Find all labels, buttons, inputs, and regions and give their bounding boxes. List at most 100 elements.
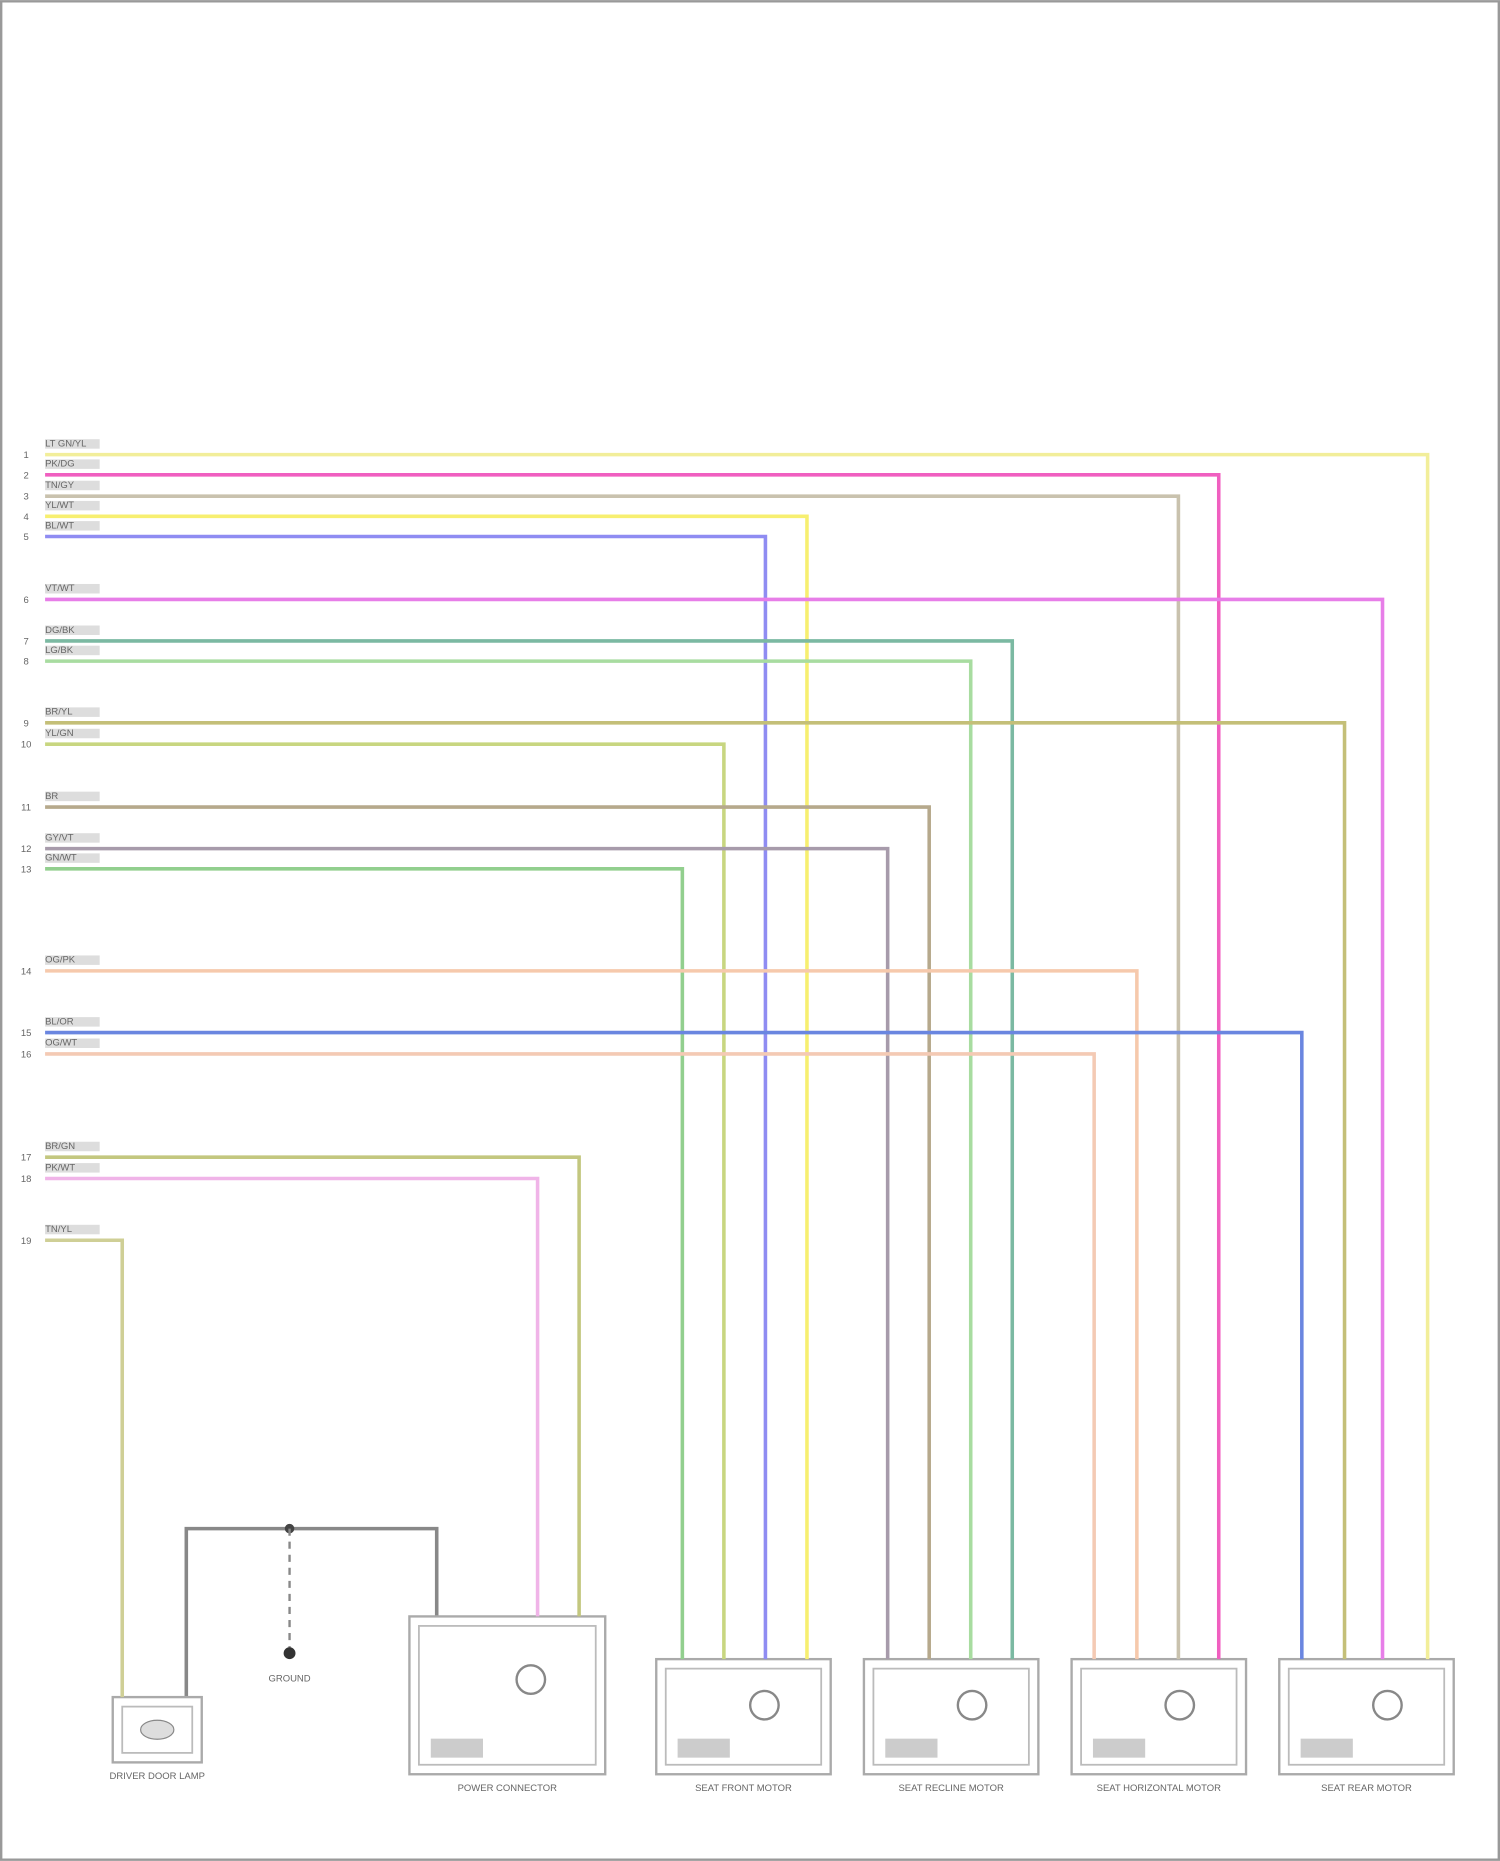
component-label: SEAT RECLINE MOTOR <box>898 1783 1004 1794</box>
pin-number: 3 <box>23 492 28 503</box>
component-box <box>1278 1657 1455 1776</box>
wire-label-bg <box>45 500 100 511</box>
wire-label: BL/WT <box>45 520 74 531</box>
pin-number: 15 <box>21 1028 32 1039</box>
pin-number: 6 <box>23 595 28 606</box>
wire-label: PK/DG <box>45 459 75 470</box>
wire-label-bg <box>45 459 100 469</box>
wire-label: GN/WT <box>45 853 77 864</box>
pin-number: 19 <box>21 1236 32 1247</box>
wire <box>45 867 685 1660</box>
connector-tag <box>885 1738 938 1758</box>
wire <box>45 473 1221 1660</box>
wire <box>45 1238 125 1698</box>
component-inner <box>1080 1667 1238 1766</box>
component-inner <box>418 1625 597 1766</box>
motor <box>515 1664 547 1695</box>
component-box <box>408 1615 607 1776</box>
wire-label: OG/PK <box>45 955 76 966</box>
wire-label-bg <box>45 1141 100 1152</box>
pin-number: 11 <box>21 803 31 814</box>
wire-label: BL/OR <box>45 1016 74 1027</box>
component-label: SEAT FRONT MOTOR <box>695 1783 792 1794</box>
wire <box>45 639 1015 1660</box>
wire-label: OG/WT <box>45 1038 77 1049</box>
wire-label: LT GN/YL <box>45 438 86 449</box>
wire-label-bg <box>45 707 100 717</box>
wire-label: PK/WT <box>45 1162 75 1173</box>
component-box <box>862 1657 1040 1776</box>
wire-label-bg <box>45 1017 100 1027</box>
wire-label: TN/YL <box>45 1224 72 1235</box>
wire <box>45 494 1181 1660</box>
wire-label-bg <box>45 1038 100 1048</box>
wire-label-bg <box>45 853 100 863</box>
pin-number: 13 <box>21 864 32 875</box>
wire-label: TN/GY <box>45 480 75 491</box>
wire-label-bg <box>45 439 100 449</box>
wire-label-bg <box>45 521 100 531</box>
component-inner <box>664 1667 823 1766</box>
wire-label-bg <box>45 1163 100 1173</box>
pin-number: 17 <box>21 1153 32 1164</box>
wire <box>45 742 726 1660</box>
connector-tag <box>1300 1738 1353 1758</box>
wire-label-bg <box>45 1224 100 1235</box>
lamp <box>140 1719 175 1740</box>
wire-label: BR/GN <box>45 1141 75 1152</box>
component-label: POWER CONNECTOR <box>458 1783 558 1794</box>
wire <box>45 534 768 1660</box>
connector-tag <box>677 1738 730 1758</box>
wire <box>45 1155 581 1617</box>
wire-label: BR/YL <box>45 707 72 718</box>
wire <box>45 846 890 1660</box>
wire <box>45 969 1139 1660</box>
wire <box>45 1176 540 1617</box>
wire-label-bg <box>45 728 100 739</box>
wire-label: YL/WT <box>45 500 74 511</box>
wire <box>45 805 931 1660</box>
motor <box>1164 1689 1196 1721</box>
pin-number: 2 <box>23 470 28 481</box>
component-label: SEAT HORIZONTAL MOTOR <box>1097 1783 1222 1794</box>
pin-number: 10 <box>21 740 32 751</box>
component-box <box>111 1695 203 1764</box>
pin-number: 4 <box>23 512 28 523</box>
wire <box>45 659 973 1660</box>
component-inner <box>872 1667 1030 1766</box>
motor <box>956 1689 988 1721</box>
pin-number: 1 <box>23 450 28 461</box>
wire <box>45 597 1385 1660</box>
component-box <box>655 1657 832 1776</box>
wire-label-bg <box>45 791 100 802</box>
ground-wire <box>184 1526 439 1698</box>
wire-label: YL/GN <box>45 728 74 739</box>
wire-label-bg <box>45 480 100 491</box>
wire-label-bg <box>45 625 100 636</box>
motor <box>748 1689 780 1721</box>
component-label: GROUND <box>268 1674 310 1685</box>
wire-label: LG/BK <box>45 645 74 656</box>
pin-number: 18 <box>21 1174 32 1185</box>
pin-number: 5 <box>23 532 28 543</box>
wire-label: BR <box>45 791 58 802</box>
component-label: SEAT REAR MOTOR <box>1321 1783 1412 1794</box>
component-inner <box>1287 1667 1446 1766</box>
pin-number: 12 <box>21 844 32 855</box>
wire-label-bg <box>45 583 100 594</box>
component-label: DRIVER DOOR LAMP <box>110 1771 205 1782</box>
ground-point <box>283 1647 296 1660</box>
wire-label-bg <box>45 833 100 843</box>
wire <box>45 1052 1096 1660</box>
wire-label-bg <box>45 645 100 656</box>
wire <box>45 1030 1304 1660</box>
wire-label: VT/WT <box>45 583 75 594</box>
wire-label-bg <box>45 955 100 965</box>
wire-label: DG/BK <box>45 625 75 636</box>
pin-number: 8 <box>23 657 28 668</box>
pin-number: 14 <box>21 966 32 977</box>
connector-tag <box>430 1738 483 1758</box>
component-inner <box>121 1705 194 1754</box>
